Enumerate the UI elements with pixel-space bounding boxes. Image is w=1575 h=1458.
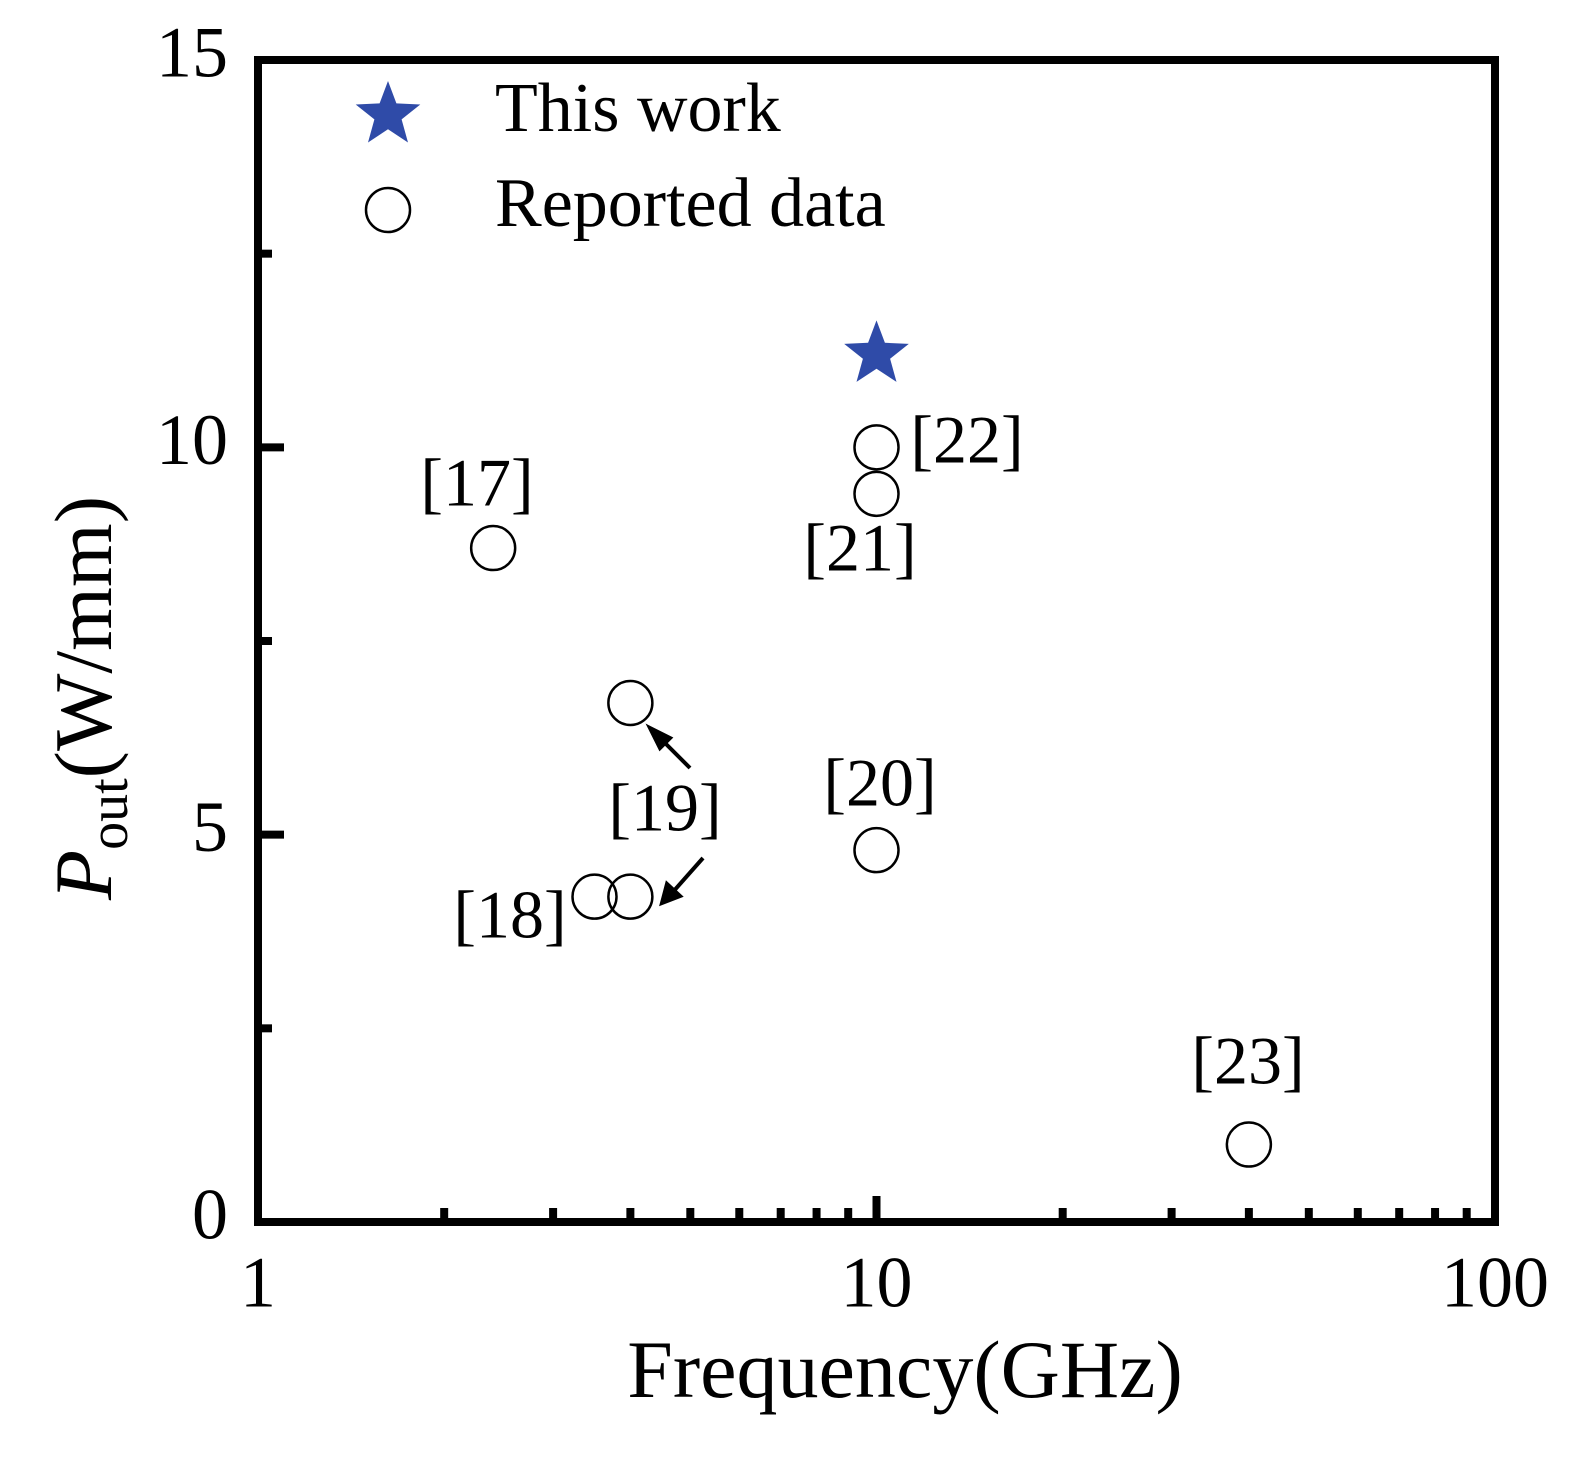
annotation: [21]	[803, 510, 916, 586]
legend-label: This work	[495, 70, 781, 147]
annotation: [23]	[1191, 1023, 1304, 1099]
arrow	[670, 856, 705, 895]
arrow-head	[659, 880, 684, 907]
x-tick-label: 10	[841, 1243, 913, 1323]
legend-marker	[355, 81, 421, 143]
legend-marker	[364, 186, 412, 234]
circle-marker	[571, 873, 618, 920]
circle-marker	[607, 679, 654, 727]
y-label-sub: out	[78, 778, 140, 850]
annotation: [20]	[823, 745, 936, 821]
circle-marker	[853, 470, 900, 518]
y-label-main: P	[38, 850, 129, 901]
y-axis-label: Pout(W/mm)	[38, 496, 140, 901]
y-tick-label: 15	[156, 13, 228, 93]
circle-marker	[853, 424, 900, 471]
circle-marker	[607, 873, 654, 920]
annotation: [17]	[420, 445, 533, 521]
y-axis-label-parts: Pout(W/mm)	[38, 496, 140, 901]
y-tick-label: 0	[192, 1175, 228, 1255]
y-label-unit: (W/mm)	[38, 496, 129, 778]
x-tick-label: 1	[240, 1243, 276, 1323]
circle-marker	[1225, 1121, 1273, 1168]
arrow-head	[645, 723, 674, 752]
x-axis-label: Frequency(GHz)	[627, 1324, 1183, 1415]
annotation-arrows	[645, 723, 705, 907]
circle-marker	[469, 524, 517, 572]
annotation: [19]	[608, 770, 721, 846]
y-tick-label: 10	[156, 400, 228, 480]
annotation: [18]	[453, 877, 566, 953]
annotation: [22]	[910, 402, 1023, 478]
y-tick-label: 5	[192, 787, 228, 867]
x-tick-label: 100	[1441, 1243, 1549, 1323]
legend-label: Reported data	[495, 165, 886, 242]
star-marker	[844, 320, 909, 382]
circle-marker	[853, 826, 900, 874]
